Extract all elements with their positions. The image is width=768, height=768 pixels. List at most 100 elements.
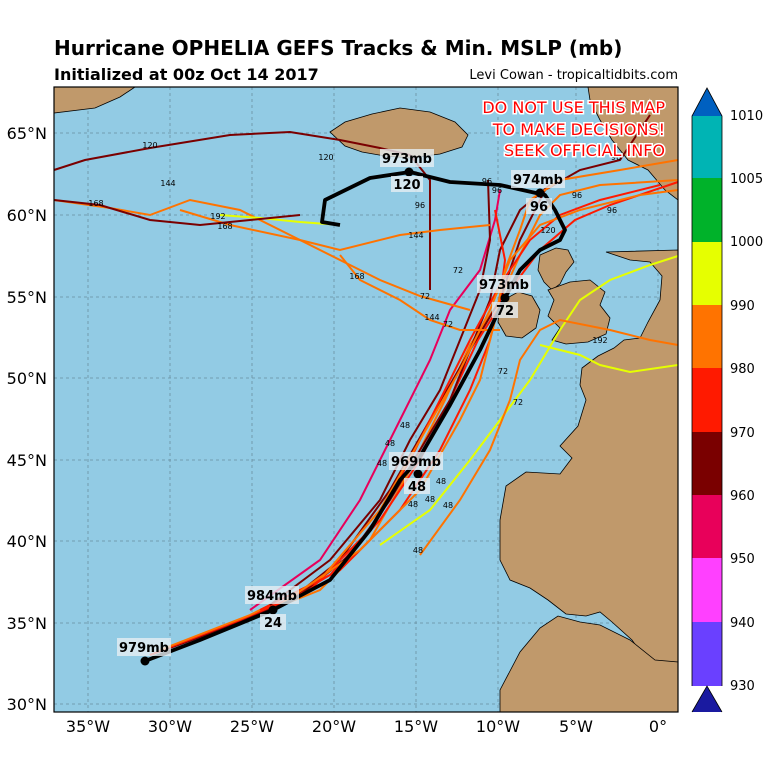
svg-text:48: 48 (425, 495, 435, 504)
hour-label: 96 (530, 200, 548, 215)
svg-text:60°N: 60°N (7, 206, 47, 225)
svg-text:144: 144 (408, 231, 423, 240)
colorbar-segment (692, 622, 722, 686)
svg-text:168: 168 (217, 222, 232, 231)
track-point (140, 656, 150, 666)
svg-text:55°N: 55°N (7, 288, 47, 307)
member-track (379, 255, 679, 546)
track-point (404, 167, 414, 177)
mslp-label: 979mb (119, 641, 169, 656)
member-hour-labels: 120 144 168 192 168 120 96 144 168 72 72… (88, 141, 621, 555)
svg-text:144: 144 (424, 313, 439, 322)
svg-text:5°W: 5°W (559, 717, 593, 736)
svg-text:48: 48 (436, 477, 446, 486)
svg-text:990: 990 (730, 299, 755, 314)
member-track (269, 179, 492, 606)
svg-text:45°N: 45°N (7, 451, 47, 470)
svg-text:1005: 1005 (730, 172, 763, 187)
hour-label: 24 (264, 616, 282, 631)
mslp-label: 969mb (391, 455, 441, 470)
track-point (413, 469, 423, 479)
svg-text:48: 48 (443, 501, 453, 510)
member-track (53, 198, 471, 311)
svg-text:48: 48 (400, 421, 410, 430)
scotland (537, 247, 575, 291)
hour-label: 72 (496, 304, 514, 319)
svg-text:192: 192 (210, 212, 225, 221)
svg-text:960: 960 (730, 489, 755, 504)
svg-text:40°N: 40°N (7, 532, 47, 551)
svg-text:970: 970 (730, 426, 755, 441)
svg-text:96: 96 (492, 186, 502, 195)
member-track (219, 214, 341, 226)
land-masses (53, 86, 679, 713)
svg-text:72: 72 (420, 292, 430, 301)
colorbar-segment (692, 686, 722, 712)
ensemble-mean-track (140, 167, 567, 666)
colorbar-segment (692, 305, 722, 368)
track-point (500, 293, 510, 303)
svg-text:96: 96 (607, 206, 617, 215)
svg-text:120: 120 (142, 141, 157, 150)
member-track (279, 159, 679, 606)
member-track (419, 318, 679, 556)
mslp-label: 973mb (382, 152, 432, 167)
colorbar-segment (692, 432, 722, 495)
credit: Levi Cowan - tropicaltidbits.com (469, 68, 678, 83)
warning-line-2: TO MAKE DECISIONS! (492, 120, 665, 139)
svg-text:48: 48 (413, 546, 423, 555)
svg-text:940: 940 (730, 616, 755, 631)
svg-text:96: 96 (611, 153, 621, 162)
svg-text:1010: 1010 (730, 109, 763, 124)
svg-text:72: 72 (513, 398, 523, 407)
map-title: Hurricane OPHELIA GEFS Tracks & Min. MSL… (54, 36, 623, 60)
svg-text:15°W: 15°W (394, 717, 438, 736)
svg-text:48: 48 (385, 439, 395, 448)
svg-text:168: 168 (88, 199, 103, 208)
svg-text:192: 192 (592, 336, 607, 345)
svg-text:48: 48 (408, 500, 418, 509)
colorbar-segment (692, 88, 722, 116)
warning-line-1: DO NOT USE THIS MAP (482, 98, 665, 117)
svg-text:72: 72 (453, 266, 463, 275)
svg-text:35°W: 35°W (66, 717, 110, 736)
svg-text:144: 144 (160, 179, 175, 188)
hour-label: 48 (408, 480, 426, 495)
member-track (53, 199, 301, 227)
svg-text:65°N: 65°N (7, 124, 47, 143)
svg-text:96: 96 (482, 177, 492, 186)
svg-text:980: 980 (730, 362, 755, 377)
svg-text:1000: 1000 (730, 235, 763, 250)
svg-text:930: 930 (730, 679, 755, 694)
england (547, 279, 611, 345)
svg-text:168: 168 (349, 272, 364, 281)
svg-text:120: 120 (540, 226, 555, 235)
colorbar-segment (692, 368, 722, 432)
member-track (179, 209, 491, 252)
lat-tick-labels: 65°N 60°N 55°N 50°N 45°N 40°N 35°N 30°N (7, 124, 47, 714)
mslp-label: 973mb (479, 278, 529, 293)
mslp-label: 974mb (513, 173, 563, 188)
hour-label: 120 (393, 178, 420, 193)
svg-text:96: 96 (572, 191, 582, 200)
svg-text:50°N: 50°N (7, 369, 47, 388)
svg-text:0°: 0° (649, 717, 667, 736)
svg-text:25°W: 25°W (230, 717, 274, 736)
svg-text:20°W: 20°W (312, 717, 356, 736)
colorbar-segment (692, 558, 722, 622)
colorbar-segment (692, 178, 722, 242)
warning-line-3: SEEK OFFICIAL INFO (504, 141, 665, 160)
colorbar: 1010 1005 1000 990 980 970 960 950 940 9… (691, 87, 763, 713)
warning-box: DO NOT USE THIS MAP TO MAKE DECISIONS! S… (481, 97, 667, 162)
member-track (53, 130, 431, 290)
mslp-label: 984mb (247, 589, 297, 604)
svg-text:950: 950 (730, 552, 755, 567)
init-time: Initialized at 00z Oct 14 2017 (54, 65, 319, 84)
svg-text:48: 48 (377, 459, 387, 468)
member-track (539, 344, 679, 374)
colorbar-segment (692, 116, 722, 178)
lon-tick-labels: 35°W 30°W 25°W 20°W 15°W 10°W 5°W 0° (66, 717, 667, 736)
svg-text:72: 72 (443, 320, 453, 329)
colorbar-segment (692, 242, 722, 305)
svg-text:35°N: 35°N (7, 614, 47, 633)
